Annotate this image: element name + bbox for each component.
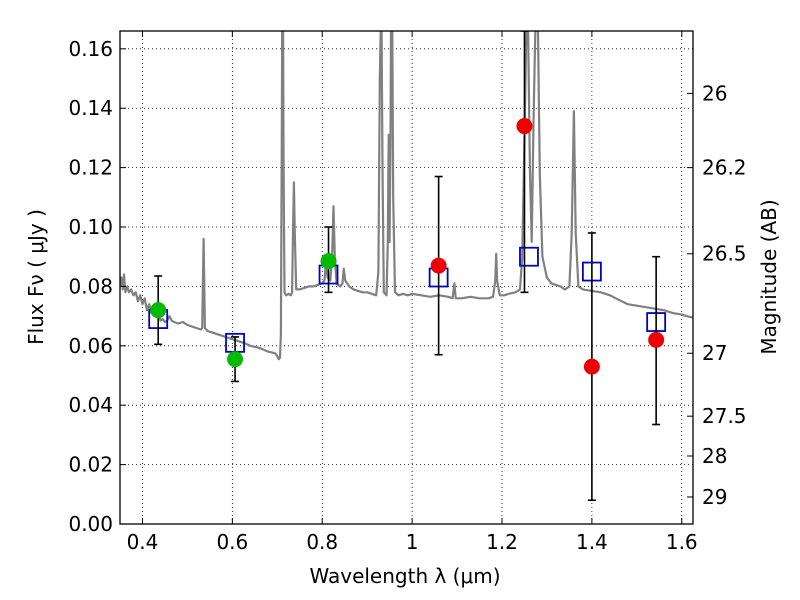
- grid: [120, 31, 693, 525]
- nir-data-point: [430, 257, 447, 274]
- y-tick-label: 0.12: [68, 156, 113, 180]
- x-axis: 0.4 0.6 0.8 1 1.2 1.4 1.6: [127, 31, 698, 554]
- optical-data-point: [320, 253, 337, 270]
- right-axis-label: Magnitude (AB): [757, 199, 781, 354]
- nir-data-point: [516, 118, 533, 135]
- y-tick-label: 0.16: [68, 37, 113, 61]
- optical-data-point: [227, 351, 244, 368]
- x-axis-label: Wavelength λ (μm): [309, 564, 500, 588]
- right-tick-label: 27: [702, 341, 727, 365]
- x-tick-label: 1.6: [666, 530, 698, 554]
- y-axis: 0.00 0.02 0.04 0.06 0.08 0.10 0.12 0.14 0.16: [68, 37, 126, 536]
- y-tick-label: 0.00: [68, 512, 113, 536]
- y-tick-label: 0.14: [68, 96, 113, 120]
- x-tick-label: 1: [406, 530, 419, 554]
- right-tick-label: 28: [702, 444, 727, 468]
- y-tick-label: 0.04: [68, 393, 113, 417]
- y-tick-label: 0.06: [68, 334, 113, 358]
- x-tick-label: 0.4: [127, 530, 159, 554]
- right-axis: 26 26.2 26.5 27 27.5 28 29: [687, 81, 747, 509]
- plot-area: [120, 31, 693, 502]
- x-tick-label: 1.2: [486, 530, 518, 554]
- right-tick-label: 26.5: [702, 242, 747, 266]
- model-flux-square: [519, 246, 539, 267]
- y-tick-label: 0.02: [68, 453, 113, 477]
- right-tick-label: 29: [702, 485, 727, 509]
- x-tick-label: 0.6: [216, 530, 248, 554]
- y-tick-label: 0.08: [68, 274, 113, 298]
- right-tick-label: 26.2: [702, 156, 747, 180]
- model-spectrum-line: [120, 31, 693, 361]
- optical-data-point: [150, 302, 167, 319]
- plot-frame: [119, 30, 694, 525]
- x-tick-label: 1.4: [576, 530, 608, 554]
- y-tick-label: 0.10: [68, 215, 113, 239]
- x-tick-label: 0.8: [306, 530, 338, 554]
- plot-content: [120, 31, 693, 502]
- right-tick-label: 26: [702, 81, 727, 105]
- y-axis-label: Flux Fν ( μJy ): [24, 209, 48, 345]
- nir-data-point: [583, 358, 600, 375]
- nir-data-point: [648, 331, 665, 348]
- right-tick-label: 27.5: [702, 404, 747, 428]
